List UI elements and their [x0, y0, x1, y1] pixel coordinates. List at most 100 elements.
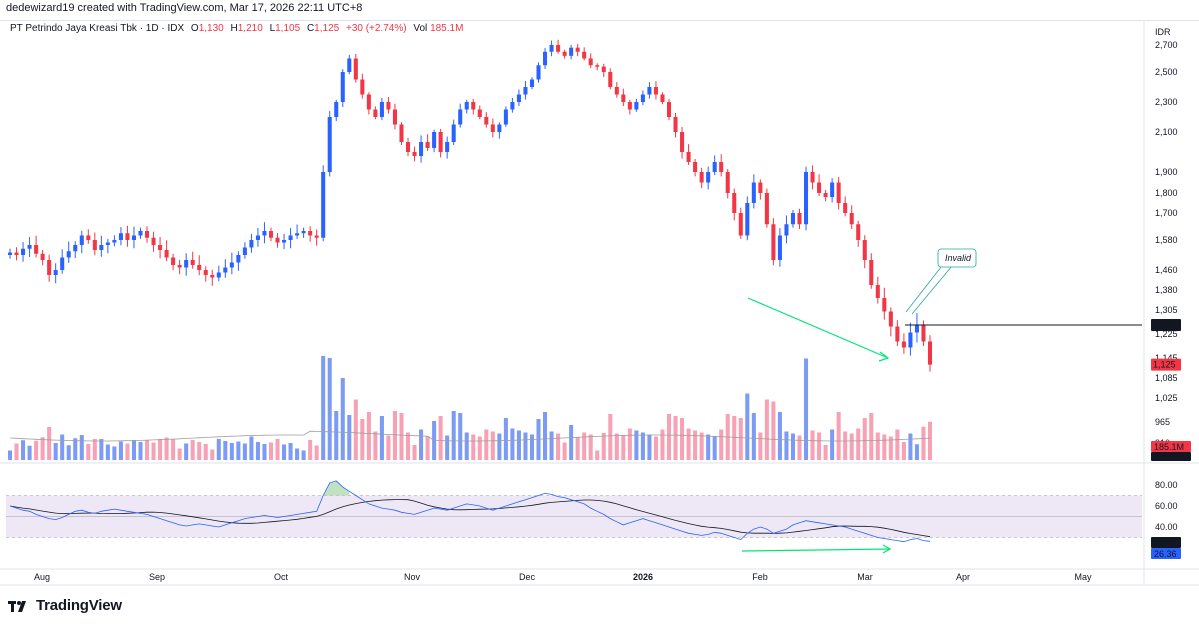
high-label: H	[230, 23, 238, 34]
candle-body	[373, 109, 378, 117]
tradingview-wordmark: TradingView	[36, 597, 122, 614]
tradingview-brand[interactable]: TradingView	[8, 597, 122, 614]
volume-bar	[236, 441, 241, 460]
volume-bar	[366, 412, 371, 460]
volume-bar	[458, 413, 463, 460]
volume-bar	[875, 432, 880, 460]
volume-bar	[66, 445, 71, 460]
candle-body	[438, 132, 443, 152]
candle-body	[118, 233, 123, 240]
candle-body	[927, 341, 933, 365]
volume-bar	[706, 434, 711, 460]
candle-body	[706, 172, 711, 183]
volume-bar	[653, 436, 658, 460]
volume-bar	[314, 445, 319, 460]
rsi-value-badge	[1151, 548, 1181, 559]
volume-bar	[927, 421, 933, 460]
volume-bar	[856, 428, 861, 460]
candle-body	[21, 248, 26, 255]
candle-body	[588, 58, 593, 66]
volume-bar	[288, 443, 293, 460]
price-axis[interactable]: IDR 2,700 2,500 2,300 2,100 1,900 1,800 1,700 1,…	[1151, 27, 1191, 559]
volume-bar	[901, 442, 906, 460]
candle-body	[197, 265, 202, 270]
volume-bar	[862, 418, 867, 460]
candle-body	[797, 213, 802, 225]
price-tick-label: 1,700	[1155, 208, 1178, 218]
candle-body	[203, 270, 208, 275]
volume-bar	[588, 434, 593, 460]
candle-body	[445, 142, 450, 152]
volume-badge-text: 185.1M	[1154, 442, 1184, 452]
candle-body	[190, 260, 195, 265]
volume-bar	[549, 431, 554, 460]
time-axis[interactable]: Aug Sep Oct Nov Dec 2026 Feb Mar Apr May	[34, 572, 1092, 582]
time-axis-label: 2026	[633, 572, 653, 582]
volume-bar	[379, 416, 384, 460]
candle-body	[582, 51, 587, 59]
volume-bar	[738, 418, 743, 460]
volume-bar	[197, 442, 202, 460]
candle-body	[242, 247, 247, 255]
candle-body	[105, 242, 110, 245]
volume-bar	[562, 442, 567, 460]
volume-bar	[771, 401, 776, 460]
drawings[interactable]: Invalid	[741, 248, 1142, 554]
volume-value: 185.1M	[430, 23, 464, 34]
volume-bar	[334, 411, 339, 460]
symbol-name: PT Petrindo Jaya Kreasi Tbk · 1D · IDX	[10, 23, 185, 34]
volume-ma-badge	[1151, 452, 1191, 461]
volume-label: Vol	[413, 23, 428, 34]
price-divergence-arrowhead	[878, 351, 890, 362]
candle-body	[856, 224, 861, 240]
candle-body	[888, 311, 893, 327]
volume-bar	[118, 441, 123, 460]
candle-body	[680, 132, 685, 152]
candle-body	[751, 182, 756, 203]
volume-bar	[686, 428, 691, 460]
candle-body	[79, 235, 84, 245]
volume-bar	[751, 413, 756, 460]
volume-bar	[810, 430, 815, 460]
candle-body	[158, 245, 163, 250]
candle-body	[543, 51, 548, 66]
candle-body	[60, 257, 65, 270]
volume-bar	[582, 432, 587, 460]
volume-bar	[614, 433, 619, 460]
candle-body	[399, 124, 404, 142]
candle-body	[412, 152, 417, 156]
volume-bar	[392, 411, 397, 460]
tradingview-logo-icon	[8, 600, 26, 612]
volume-ma-line	[9, 430, 931, 442]
volume-bar	[836, 412, 841, 460]
chart-grid	[0, 20, 1199, 586]
low-label: L	[269, 23, 276, 34]
volume-bar	[242, 443, 247, 460]
volume-bar	[47, 427, 52, 460]
rsi-tick-label: 60.00	[1155, 501, 1178, 511]
volume-bar	[732, 416, 737, 460]
candle-body	[314, 235, 319, 238]
volume-bar	[158, 439, 163, 460]
rsi-band	[6, 495, 1142, 538]
volume-bar	[575, 437, 580, 460]
last-price-text: 1,125	[1153, 360, 1176, 370]
candle-body	[360, 79, 365, 95]
low-value: 1,105	[275, 23, 301, 34]
volume-bar	[40, 437, 45, 460]
volume-bar	[295, 448, 300, 460]
candle-body	[184, 260, 189, 268]
volume-bar	[86, 444, 91, 460]
candle-body	[340, 72, 345, 102]
volume-bar	[849, 433, 854, 460]
candle-body	[86, 235, 91, 240]
candle-body	[784, 224, 789, 236]
price-tick-label: 1,380	[1155, 285, 1178, 295]
volume-bar	[556, 433, 561, 460]
candle-body	[745, 203, 750, 236]
volume-bar	[60, 434, 65, 460]
volume-bar	[666, 414, 672, 460]
annotation-callout	[937, 248, 977, 268]
candle-body	[693, 162, 698, 172]
